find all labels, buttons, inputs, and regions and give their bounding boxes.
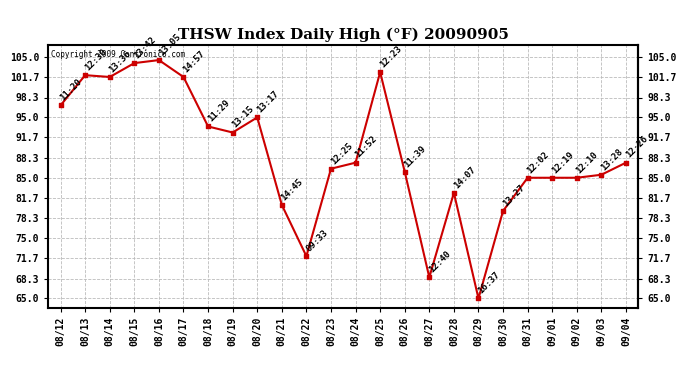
Text: 13:28: 13:28 [599, 147, 624, 172]
Point [79, 72, 90, 78]
Text: 11:52: 11:52 [353, 135, 379, 160]
Point [522, 175, 533, 181]
Point [473, 296, 484, 302]
Point [203, 123, 214, 129]
Point [104, 74, 115, 80]
Text: 13:27: 13:27 [501, 183, 526, 208]
Text: 12:25: 12:25 [329, 141, 354, 166]
Text: 12:26: 12:26 [624, 135, 649, 160]
Text: 12:23: 12:23 [378, 44, 404, 69]
Point [153, 57, 164, 63]
Text: 14:57: 14:57 [181, 49, 207, 74]
Point [326, 166, 337, 172]
Point [55, 102, 66, 108]
Point [375, 69, 386, 75]
Point [400, 169, 411, 175]
Text: Copyright 2009 Contronico.com: Copyright 2009 Contronico.com [51, 50, 186, 59]
Text: 13:15: 13:15 [230, 104, 256, 130]
Text: 13:05: 13:05 [157, 32, 182, 57]
Point [227, 129, 238, 135]
Point [596, 172, 607, 178]
Point [276, 202, 287, 208]
Point [350, 160, 361, 166]
Text: 13:42: 13:42 [132, 35, 157, 60]
Text: 13:36: 13:36 [108, 49, 133, 74]
Text: 11:29: 11:29 [206, 98, 231, 124]
Text: 12:40: 12:40 [427, 249, 453, 274]
Text: 14:45: 14:45 [279, 177, 305, 202]
Text: 16:37: 16:37 [476, 270, 502, 296]
Point [301, 253, 312, 259]
Text: 11:39: 11:39 [402, 144, 428, 169]
Point [571, 175, 582, 181]
Point [252, 114, 263, 120]
Text: 13:17: 13:17 [255, 89, 280, 115]
Text: 12:30: 12:30 [83, 47, 108, 72]
Text: 12:19: 12:19 [550, 150, 575, 175]
Text: 09:33: 09:33 [304, 228, 330, 254]
Title: THSW Index Daily High (°F) 20090905: THSW Index Daily High (°F) 20090905 [178, 28, 509, 42]
Point [448, 190, 460, 196]
Point [497, 208, 509, 214]
Point [178, 74, 189, 80]
Text: 14:07: 14:07 [452, 165, 477, 190]
Point [424, 274, 435, 280]
Point [620, 160, 631, 166]
Point [546, 175, 558, 181]
Point [129, 60, 140, 66]
Text: 11:20: 11:20 [59, 77, 83, 103]
Text: 12:10: 12:10 [575, 150, 600, 175]
Text: 12:02: 12:02 [526, 150, 551, 175]
